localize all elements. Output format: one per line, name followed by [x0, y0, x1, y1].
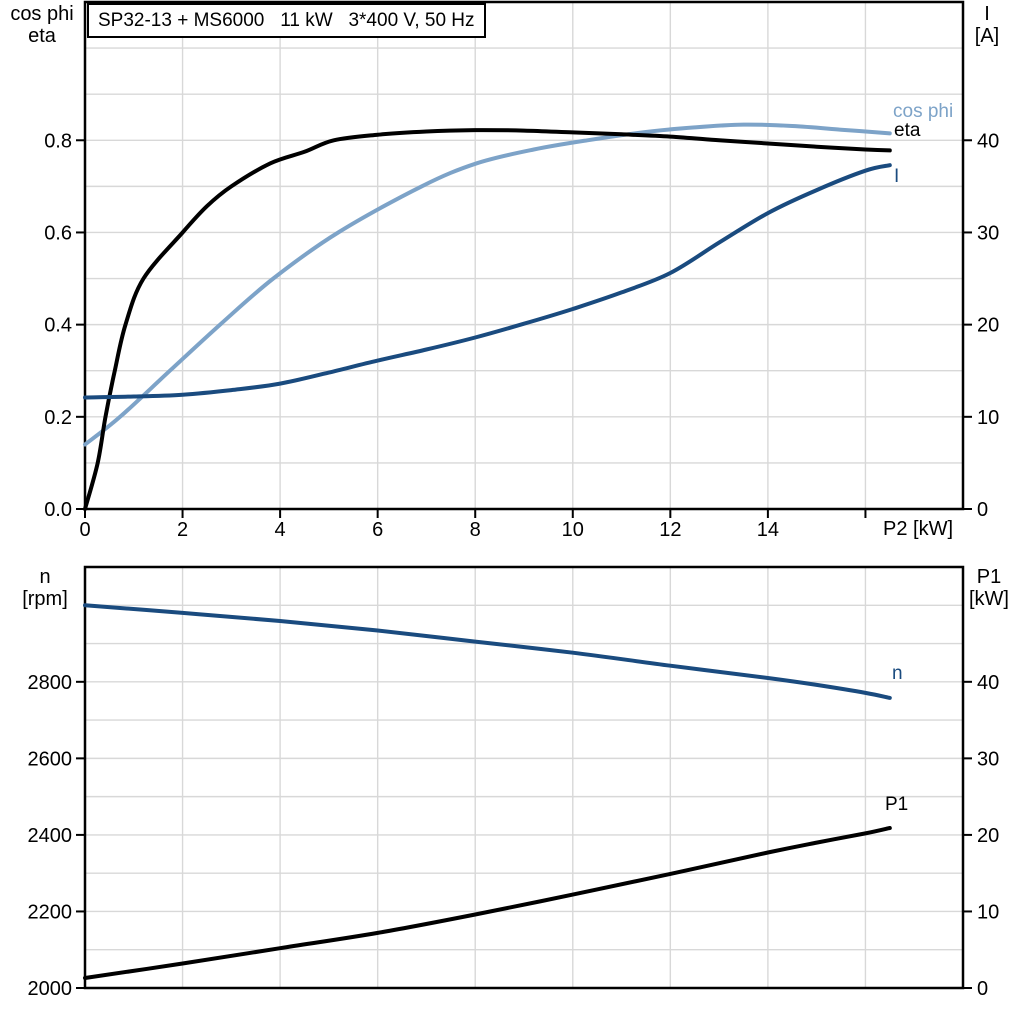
- x-tick-label: 4: [275, 519, 286, 541]
- left-tick-label: 2400: [28, 825, 73, 847]
- curve-label-eta: eta: [894, 120, 921, 141]
- bottom-left-axis-label: n [rpm]: [8, 566, 82, 610]
- right-tick-label: 0: [977, 978, 988, 1000]
- x-tick-label: 14: [757, 519, 779, 541]
- curve-i: [83, 163, 892, 400]
- left-tick-label: 2000: [28, 978, 73, 1000]
- right-tick-label: 20: [977, 825, 999, 847]
- top-right-axis-label-line1: I: [984, 3, 990, 25]
- x-tick-label: 8: [470, 519, 481, 541]
- x-axis-label: P2 [kW]: [883, 518, 954, 540]
- bottom-right-axis-label-line2: [kW]: [969, 588, 1009, 610]
- chart-title-box: SP32-13 + MS6000 11 kW 3*400 V, 50 Hz: [87, 3, 486, 38]
- left-tick-label: 2600: [28, 748, 73, 770]
- top-right-axis-label: I [A]: [958, 3, 1016, 47]
- bottom-right-axis-label: P1 [kW]: [960, 566, 1018, 610]
- curve-label-p1: P1: [885, 794, 909, 815]
- right-tick-label: 0: [977, 499, 988, 521]
- right-tick-label: 10: [977, 407, 999, 429]
- curve-n: [83, 603, 892, 700]
- x-tick-label: 10: [562, 519, 584, 541]
- chart-title: SP32-13 + MS6000 11 kW 3*400 V, 50 Hz: [98, 9, 475, 31]
- left-tick-label: 0.2: [44, 407, 72, 429]
- x-tick-label: 6: [372, 519, 383, 541]
- top-left-axis-label: cos phi eta: [0, 3, 84, 47]
- right-tick-label: 20: [977, 315, 999, 337]
- left-tick-label: 0.8: [44, 130, 72, 152]
- left-tick-label: 2200: [28, 901, 73, 923]
- bottom-left-axis-label-line1: n: [39, 566, 51, 588]
- curve-cos-phi: [83, 122, 892, 447]
- right-tick-label: 10: [977, 901, 999, 923]
- x-tick-label: 12: [659, 519, 681, 541]
- curve-p1: [83, 826, 892, 980]
- right-tick-label: 30: [977, 748, 999, 770]
- x-tick-label: 2: [177, 519, 188, 541]
- right-tick-label: 40: [977, 130, 999, 152]
- left-tick-label: 0.0: [44, 499, 72, 521]
- top-right-axis-label-line2: [A]: [974, 25, 1000, 47]
- left-tick-label: 0.4: [44, 315, 72, 337]
- curve-eta: [83, 128, 892, 511]
- x-tick-label: 0: [79, 519, 90, 541]
- plot-frame: [83, 565, 965, 990]
- top-left-axis-label-line2: eta: [28, 25, 56, 47]
- right-tick-label: 40: [977, 672, 999, 694]
- bottom-right-axis-label-line1: P1: [976, 566, 1002, 588]
- plot-frame: [83, 0, 965, 511]
- curve-label-cos-phi: cos phi: [893, 101, 954, 122]
- curve-label-i: I: [894, 166, 900, 187]
- curve-label-n: n: [892, 663, 903, 684]
- right-tick-label: 30: [977, 222, 999, 244]
- left-tick-label: 2800: [28, 672, 73, 694]
- bottom-left-axis-label-line2: [rpm]: [22, 588, 68, 610]
- left-tick-label: 0.6: [44, 222, 72, 244]
- top-left-axis-label-line1: cos phi: [10, 3, 74, 25]
